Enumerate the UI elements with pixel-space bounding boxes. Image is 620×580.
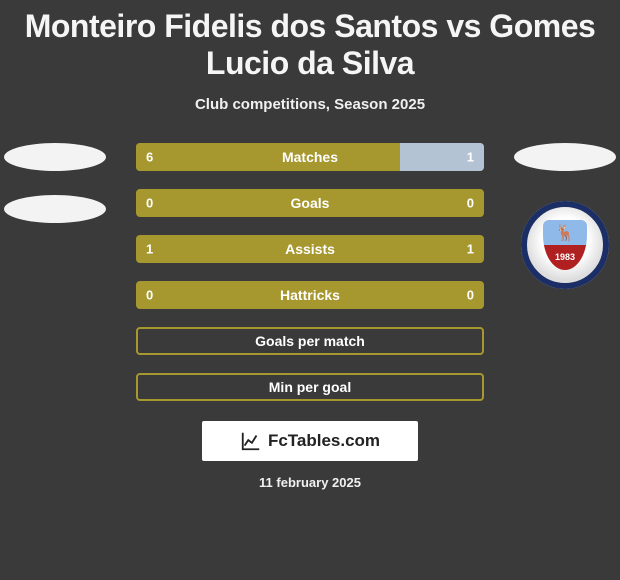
stat-row-matches: 6 1 Matches (136, 143, 484, 171)
stat-label: Goals per match (255, 333, 365, 349)
stat-row-goals: 0 0 Goals (136, 189, 484, 217)
page-title: Monteiro Fidelis dos Santos vs Gomes Luc… (0, 0, 620, 82)
stat-value-right: 0 (467, 195, 474, 210)
comparison-stage: 🦌 1983 6 1 Matches 0 0 Goals 1 1 Assists 0 0 Hattri… (0, 143, 620, 401)
stat-label: Matches (282, 149, 338, 165)
stat-label: Goals (291, 195, 330, 211)
stat-value-right: 1 (467, 241, 474, 256)
stat-value-left: 1 (146, 241, 153, 256)
player-photo-placeholder (4, 143, 106, 171)
stat-label: Hattricks (280, 287, 340, 303)
club-logo-placeholder (4, 195, 106, 223)
stat-row-min-per-goal: Min per goal (136, 373, 484, 401)
left-player-col (0, 143, 110, 247)
right-player-col: 🦌 1983 (510, 143, 620, 289)
badge-ring (521, 201, 609, 289)
stat-value-left: 0 (146, 195, 153, 210)
stat-value-left: 6 (146, 149, 153, 164)
stat-value-right: 1 (467, 149, 474, 164)
stat-value-right: 0 (467, 287, 474, 302)
stat-row-assists: 1 1 Assists (136, 235, 484, 263)
chart-icon (240, 430, 262, 452)
date-text: 11 february 2025 (0, 475, 620, 490)
stat-label: Assists (285, 241, 335, 257)
player-photo-placeholder (514, 143, 616, 171)
stat-row-goals-per-match: Goals per match (136, 327, 484, 355)
stat-row-hattricks: 0 0 Hattricks (136, 281, 484, 309)
subtitle: Club competitions, Season 2025 (0, 96, 620, 113)
club-badge: 🦌 1983 (521, 201, 609, 289)
deer-icon: 🦌 (555, 223, 575, 243)
branding-text: FcTables.com (268, 431, 380, 451)
stat-label: Min per goal (269, 379, 351, 395)
stat-value-left: 0 (146, 287, 153, 302)
stat-bars: 6 1 Matches 0 0 Goals 1 1 Assists 0 0 Hattricks Goal… (136, 143, 484, 401)
branding-box[interactable]: FcTables.com (202, 421, 418, 461)
